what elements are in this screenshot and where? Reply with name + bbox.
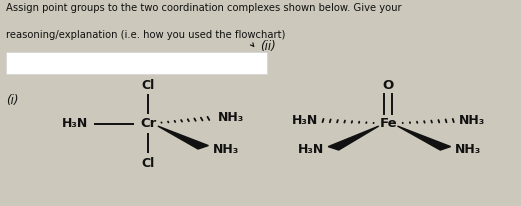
Text: Assign point groups to the two coordination complexes shown below. Give your: Assign point groups to the two coordinat… bbox=[6, 3, 402, 13]
Text: Cl: Cl bbox=[142, 157, 155, 170]
Text: (ii): (ii) bbox=[260, 40, 276, 53]
Text: (i): (i) bbox=[6, 94, 19, 108]
Text: H₃N: H₃N bbox=[63, 117, 89, 130]
Text: reasoning/explanation (i.e. how you used the flowchart): reasoning/explanation (i.e. how you used… bbox=[6, 30, 286, 40]
Polygon shape bbox=[398, 126, 451, 150]
Polygon shape bbox=[328, 126, 379, 150]
Text: O: O bbox=[382, 79, 394, 92]
Text: H₃N: H₃N bbox=[292, 114, 318, 127]
Text: NH₃: NH₃ bbox=[458, 114, 485, 127]
Text: NH₃: NH₃ bbox=[213, 143, 239, 156]
Text: NH₃: NH₃ bbox=[455, 143, 481, 157]
FancyBboxPatch shape bbox=[6, 52, 267, 74]
Text: H₃N: H₃N bbox=[298, 143, 324, 157]
Text: NH₃: NH₃ bbox=[218, 111, 244, 124]
Text: Fe: Fe bbox=[379, 117, 397, 130]
Text: Cl: Cl bbox=[142, 79, 155, 92]
Polygon shape bbox=[158, 126, 208, 149]
Text: Cr: Cr bbox=[140, 117, 157, 130]
